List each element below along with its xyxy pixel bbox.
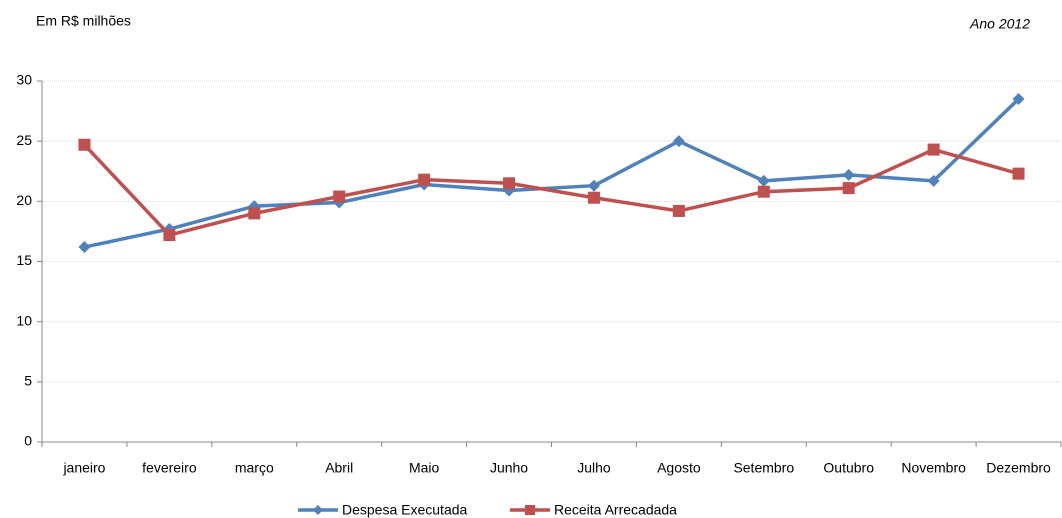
x-tick-label: Setembro [733,460,794,476]
x-tick-label: Maio [409,460,440,476]
y-tick-label: 10 [16,312,32,328]
marker [525,505,535,515]
series-line [83,143,1020,237]
chart-subtitle: Ano 2012 [969,16,1030,32]
x-tick-label: Julho [577,460,611,476]
x-tick-label: Agosto [657,460,701,476]
x-tick-label: Abril [325,460,353,476]
marker [1012,167,1025,180]
y-tick-label: 15 [16,252,32,268]
marker [587,179,600,192]
x-tick-label: fevereiro [142,460,197,476]
y-tick-label: 0 [24,433,32,449]
marker [757,174,770,187]
marker [78,241,91,254]
marker [248,207,261,220]
y-tick-label: 20 [16,192,32,208]
x-tick-label: Novembro [901,460,966,476]
chart-title: Em R$ milhões [36,13,131,29]
legend-label: Receita Arrecadada [554,502,677,518]
marker [503,177,516,190]
y-tick-label: 30 [16,72,32,88]
legend-label: Despesa Executada [342,502,468,518]
marker [418,173,431,186]
marker [672,135,685,148]
y-tick-label: 25 [16,132,32,148]
marker [842,182,855,195]
marker [672,204,685,217]
marker [163,229,176,242]
marker [587,191,600,204]
marker [333,190,346,203]
marker [927,174,940,187]
marker [927,143,940,156]
marker [757,185,770,198]
y-tick-label: 5 [24,373,32,389]
x-tick-label: Outubro [823,460,874,476]
x-tick-label: Junho [490,460,528,476]
marker [78,138,91,151]
series-line [84,97,1020,249]
marker [842,168,855,181]
x-tick-label: março [235,460,274,476]
x-tick-label: Dezembro [986,460,1051,476]
marker [313,505,323,515]
x-tick-label: janeiro [62,460,105,476]
marker [1012,93,1025,106]
